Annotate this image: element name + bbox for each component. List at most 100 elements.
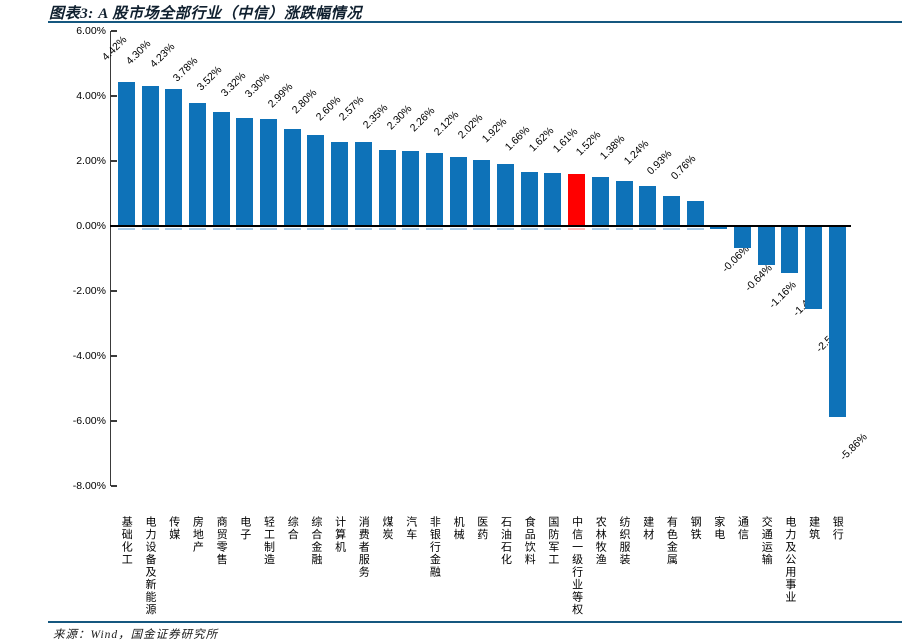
x-category-label: 基础化工	[120, 516, 133, 566]
bar	[828, 227, 846, 418]
x-category-label: 医药	[475, 516, 488, 541]
y-axis-line	[109, 31, 111, 486]
bar	[425, 152, 443, 226]
bar	[402, 151, 420, 226]
x-category-label: 纺织服装	[618, 516, 630, 566]
bar-foot	[449, 227, 467, 230]
bar	[449, 157, 467, 226]
bar	[354, 142, 372, 226]
x-category-label: 家电	[712, 516, 725, 541]
y-tick-label: 0.00%	[76, 220, 106, 232]
y-tick-label: 2.00%	[76, 155, 106, 167]
bar	[117, 82, 135, 226]
bar	[710, 227, 728, 229]
zero-line	[109, 225, 851, 227]
bar-data-label: -5.86%	[837, 431, 870, 464]
bar-foot	[165, 227, 183, 230]
bar-data-label: 3.30%	[242, 70, 272, 101]
y-tick-mark	[111, 30, 117, 32]
bar-foot	[141, 227, 159, 230]
bar-foot	[568, 227, 586, 230]
bar	[686, 201, 704, 226]
x-category-label: 煤炭	[381, 516, 393, 541]
bar	[591, 176, 609, 226]
bar-foot	[425, 227, 443, 230]
x-category-label: 电力及公用事业	[783, 516, 796, 604]
bar-foot	[544, 227, 562, 230]
bar	[331, 141, 349, 226]
bar-foot	[591, 227, 609, 230]
bar-foot	[662, 227, 680, 230]
y-tick-label: -6.00%	[72, 415, 106, 427]
y-tick-mark	[111, 290, 117, 292]
x-category-label: 有色金属	[665, 516, 678, 566]
bar	[781, 227, 799, 273]
bar-foot	[117, 227, 135, 230]
bar-foot	[354, 227, 372, 230]
bar-foot	[236, 227, 254, 230]
bar-foot	[402, 227, 420, 230]
bar	[805, 227, 823, 309]
x-category-label: 国防军工	[546, 516, 559, 566]
y-tick-mark	[111, 485, 117, 487]
x-category-label: 电子	[238, 516, 251, 541]
y-tick-mark	[111, 95, 117, 97]
x-category-label: 非银行金融	[428, 516, 441, 579]
bar-data-label: -0.06%	[719, 242, 752, 275]
y-tick-label: -8.00%	[72, 480, 106, 492]
bar	[141, 86, 159, 226]
bar	[544, 173, 562, 226]
bar-data-label: 2.35%	[360, 101, 391, 131]
footer-divider	[48, 621, 902, 623]
x-category-label: 钢铁	[689, 516, 702, 541]
bar	[520, 172, 538, 226]
bar	[662, 195, 680, 226]
bar-foot	[260, 227, 277, 230]
bar	[212, 111, 230, 226]
x-category-label: 机械	[452, 516, 465, 541]
y-tick-label: -4.00%	[72, 350, 106, 362]
bar-foot	[686, 227, 704, 230]
bar-foot	[212, 227, 230, 230]
x-category-label: 电力设备及新能源	[144, 516, 156, 616]
x-category-label: 综合金融	[309, 516, 322, 566]
bar-data-label: -0.64%	[742, 261, 775, 294]
x-category-label: 银行	[831, 516, 844, 541]
x-category-label: 农林牧渔	[594, 516, 607, 566]
bar-foot	[188, 227, 206, 230]
bar	[260, 118, 277, 226]
bar-data-label: 1.66%	[502, 123, 533, 154]
bar	[639, 185, 657, 226]
x-category-label: 食品饮料	[523, 516, 536, 566]
x-category-label: 建材	[641, 516, 654, 541]
figure-title: 图表3: A 股市场全部行业（中信）涨跌幅情况	[49, 6, 362, 22]
y-tick-mark	[111, 160, 117, 162]
x-category-label: 房地产	[191, 516, 204, 554]
title-divider	[48, 21, 902, 23]
x-category-label: 轻工制造	[262, 516, 275, 566]
x-category-label: 中信一级行业等权	[570, 516, 583, 616]
bar	[378, 149, 396, 226]
bar	[165, 88, 183, 226]
x-category-label: 传媒	[167, 516, 180, 541]
bar-data-label: 1.62%	[526, 125, 557, 155]
bar-foot	[283, 227, 301, 230]
x-category-label: 通信	[736, 516, 749, 541]
y-tick-mark	[111, 355, 117, 357]
bar-foot	[473, 227, 491, 230]
bar	[473, 160, 491, 226]
bar-foot	[331, 227, 349, 230]
bar	[734, 227, 751, 248]
x-category-label: 消费者服务	[357, 516, 370, 579]
x-category-label: 汽车	[404, 516, 417, 541]
y-tick-label: 6.00%	[76, 25, 106, 37]
bar	[757, 227, 775, 265]
bar	[236, 118, 254, 226]
x-category-label: 商贸零售	[215, 516, 228, 566]
x-category-label: 综合	[286, 516, 299, 541]
bar	[497, 163, 514, 226]
x-category-label: 建筑	[807, 516, 820, 541]
x-category-label: 交通运输	[760, 516, 773, 566]
bar	[307, 135, 325, 226]
